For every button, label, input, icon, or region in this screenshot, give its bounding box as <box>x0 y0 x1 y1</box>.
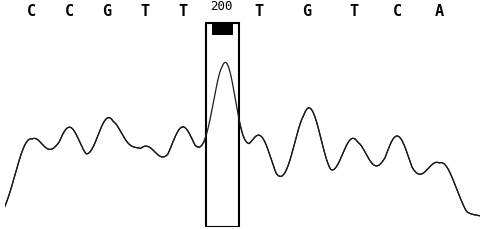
Text: G: G <box>102 4 111 19</box>
Text: T: T <box>178 4 187 19</box>
Text: C: C <box>26 4 35 19</box>
Text: C: C <box>64 4 74 19</box>
Text: C: C <box>392 4 401 19</box>
Text: T: T <box>254 4 263 19</box>
Text: A: A <box>434 4 443 19</box>
Text: G: G <box>302 4 311 19</box>
Bar <box>206 23 239 227</box>
Text: T: T <box>140 4 150 19</box>
Text: T: T <box>349 4 358 19</box>
Text: 200: 200 <box>210 0 232 13</box>
Bar <box>212 23 233 35</box>
